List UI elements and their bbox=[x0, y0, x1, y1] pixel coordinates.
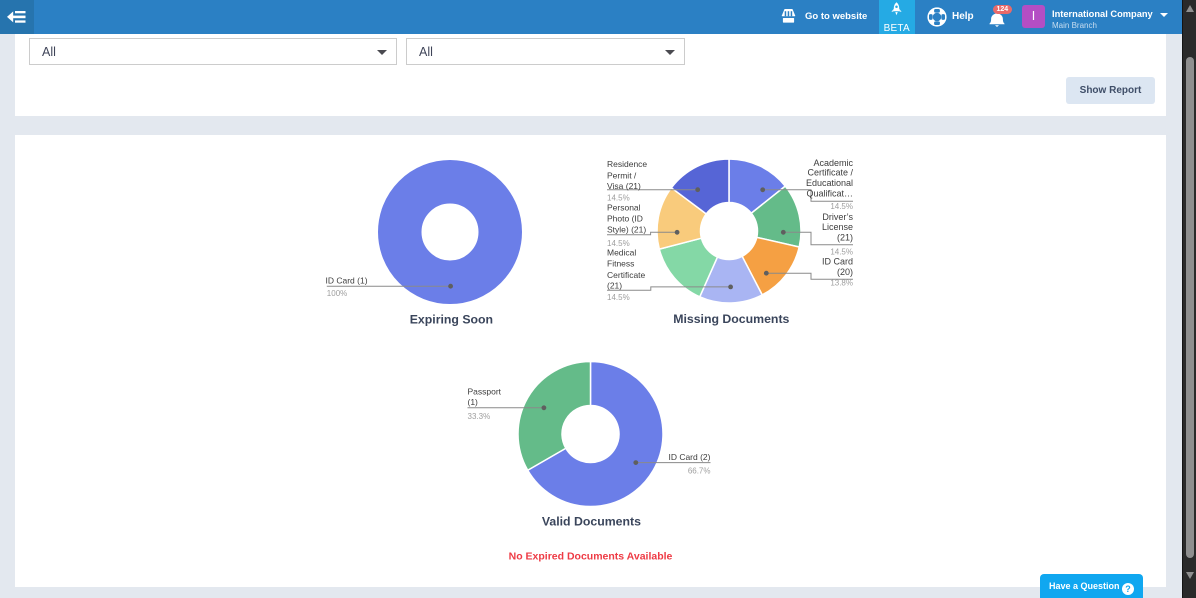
svg-text:No Expired Documents Available: No Expired Documents Available bbox=[509, 551, 673, 563]
svg-text:Certificate /: Certificate / bbox=[807, 168, 853, 178]
svg-text:14.5%: 14.5% bbox=[607, 194, 630, 203]
svg-text:Academic: Academic bbox=[813, 158, 853, 168]
svg-text:Visa (21): Visa (21) bbox=[607, 181, 641, 191]
svg-text:ID Card (1): ID Card (1) bbox=[326, 276, 368, 286]
svg-text:Educational: Educational bbox=[806, 178, 853, 188]
svg-text:ID Card (2): ID Card (2) bbox=[668, 452, 710, 462]
svg-text:Medical: Medical bbox=[607, 247, 636, 257]
svg-text:Certificate: Certificate bbox=[607, 270, 646, 280]
svg-text:(20): (20) bbox=[837, 267, 853, 277]
svg-text:Expiring Soon: Expiring Soon bbox=[410, 312, 493, 326]
svg-text:(21): (21) bbox=[837, 233, 853, 243]
svg-text:Personal: Personal bbox=[607, 202, 641, 212]
svg-text:Permit /: Permit / bbox=[607, 170, 637, 180]
svg-text:(1): (1) bbox=[468, 397, 479, 407]
svg-text:14.5%: 14.5% bbox=[607, 293, 630, 302]
svg-text:Missing Documents: Missing Documents bbox=[673, 312, 789, 326]
svg-text:Fitness: Fitness bbox=[607, 259, 634, 269]
svg-text:Qualificat…: Qualificat… bbox=[806, 189, 853, 199]
svg-text:13.8%: 13.8% bbox=[830, 278, 853, 287]
svg-text:14.5%: 14.5% bbox=[830, 247, 853, 256]
svg-text:Valid Documents: Valid Documents bbox=[542, 515, 641, 529]
svg-text:License: License bbox=[822, 222, 853, 232]
svg-text:100%: 100% bbox=[327, 289, 347, 298]
svg-text:Style) (21): Style) (21) bbox=[607, 224, 646, 234]
svg-text:66.7%: 66.7% bbox=[688, 467, 711, 476]
svg-text:Residence: Residence bbox=[607, 159, 647, 169]
svg-text:ID Card: ID Card bbox=[822, 257, 853, 267]
svg-text:Driver’s: Driver’s bbox=[822, 212, 853, 222]
svg-text:33.3%: 33.3% bbox=[468, 412, 491, 421]
svg-text:14.5%: 14.5% bbox=[607, 239, 630, 248]
svg-text:Photo (ID: Photo (ID bbox=[607, 214, 643, 224]
svg-text:14.5%: 14.5% bbox=[830, 202, 853, 211]
svg-text:(21): (21) bbox=[607, 280, 622, 290]
svg-text:Passport: Passport bbox=[468, 386, 502, 396]
